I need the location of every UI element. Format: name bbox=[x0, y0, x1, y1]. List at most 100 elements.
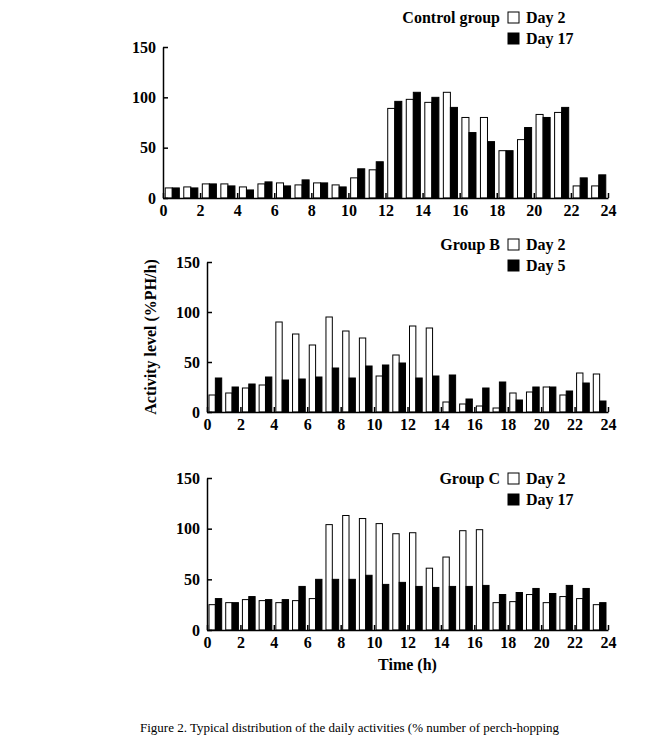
tick-mark bbox=[207, 528, 212, 530]
bar bbox=[309, 599, 315, 630]
tick: 2 bbox=[197, 193, 205, 219]
legend-swatch bbox=[508, 473, 519, 484]
bar bbox=[349, 378, 355, 412]
tick: 100 bbox=[176, 304, 212, 321]
bar bbox=[232, 387, 238, 412]
tick: 8 bbox=[308, 193, 316, 219]
tick-label: 24 bbox=[601, 416, 617, 433]
bar bbox=[443, 92, 450, 198]
tick-label: 6 bbox=[304, 416, 312, 433]
bar bbox=[425, 102, 432, 198]
tick-mark bbox=[274, 407, 276, 412]
tick-label: 100 bbox=[176, 520, 200, 537]
tick: 6 bbox=[271, 193, 279, 219]
bar bbox=[426, 328, 432, 412]
tick: 0 bbox=[160, 193, 168, 219]
tick: 16 bbox=[467, 625, 483, 651]
y-axis: 050100150 bbox=[176, 470, 212, 639]
tick-label: 0 bbox=[148, 190, 156, 207]
bar bbox=[349, 579, 355, 630]
bar bbox=[516, 593, 522, 630]
tick: 22 bbox=[567, 625, 583, 651]
tick: 50 bbox=[140, 139, 168, 156]
tick-mark bbox=[237, 193, 239, 198]
bar bbox=[358, 169, 365, 198]
tick: 14 bbox=[433, 407, 449, 433]
tick: 24 bbox=[601, 625, 617, 651]
panel-title: Group B bbox=[440, 236, 500, 254]
bar bbox=[265, 600, 271, 630]
bar bbox=[242, 388, 248, 412]
bar bbox=[493, 408, 499, 412]
bar bbox=[284, 186, 291, 198]
bar bbox=[510, 602, 516, 630]
panel: 050100150024681012141618202224Day 2Day 5… bbox=[176, 236, 617, 433]
bar bbox=[258, 184, 265, 198]
bar bbox=[573, 186, 580, 198]
tick-mark bbox=[459, 193, 461, 198]
legend-swatch bbox=[508, 494, 519, 505]
tick-label: 16 bbox=[452, 202, 468, 219]
bar bbox=[326, 317, 332, 412]
tick: 22 bbox=[567, 407, 583, 433]
bar bbox=[376, 162, 383, 198]
bar bbox=[302, 180, 309, 198]
bar bbox=[460, 531, 466, 630]
tick-label: 14 bbox=[415, 202, 431, 219]
bar bbox=[469, 133, 476, 198]
bar bbox=[232, 603, 238, 630]
tick-label: 12 bbox=[400, 416, 416, 433]
axis-line bbox=[163, 48, 165, 199]
tick-label: 4 bbox=[234, 202, 242, 219]
bar bbox=[518, 140, 525, 198]
tick: 10 bbox=[367, 407, 383, 433]
bar bbox=[413, 92, 420, 198]
tick-mark bbox=[200, 193, 202, 198]
tick-label: 150 bbox=[176, 470, 200, 487]
tick: 6 bbox=[304, 407, 312, 433]
bars bbox=[209, 317, 606, 412]
bar bbox=[259, 601, 265, 630]
bar bbox=[316, 579, 322, 630]
tick-label: 150 bbox=[176, 254, 200, 271]
chart-svg: 050100150024681012141618202224Day 2Day 1… bbox=[0, 0, 660, 741]
tick: 50 bbox=[184, 571, 212, 588]
tick-label: 22 bbox=[563, 202, 579, 219]
bar bbox=[450, 107, 457, 198]
legend: Day 2Day 17Control group bbox=[402, 9, 573, 48]
tick-label: 8 bbox=[308, 202, 316, 219]
bar bbox=[562, 107, 569, 198]
tick-mark bbox=[207, 407, 209, 412]
tick-mark bbox=[274, 625, 276, 630]
tick: 24 bbox=[601, 407, 617, 433]
bar bbox=[462, 117, 469, 198]
caption: Figure 2. Typical distribution of the da… bbox=[140, 720, 560, 735]
bar bbox=[395, 101, 402, 198]
tick: 20 bbox=[534, 407, 550, 433]
bar bbox=[593, 374, 599, 412]
tick-mark bbox=[574, 625, 576, 630]
bar bbox=[172, 188, 179, 198]
bar bbox=[376, 376, 382, 412]
legend-label: Day 2 bbox=[526, 470, 566, 488]
tick: 10 bbox=[341, 193, 357, 219]
bar bbox=[499, 382, 505, 412]
tick-mark bbox=[441, 625, 443, 630]
bar bbox=[533, 387, 539, 412]
bar bbox=[265, 182, 272, 198]
x-axis: 024681012141618202224 bbox=[160, 193, 617, 219]
tick-mark bbox=[207, 362, 212, 364]
bar bbox=[592, 186, 599, 198]
tick-label: 20 bbox=[534, 416, 550, 433]
tick-label: 14 bbox=[433, 416, 449, 433]
legend: Day 2Day 17Group C bbox=[439, 470, 573, 509]
bar bbox=[493, 603, 499, 630]
bar bbox=[476, 406, 482, 412]
tick: 150 bbox=[132, 39, 168, 56]
tick: 100 bbox=[176, 520, 212, 537]
tick-label: 20 bbox=[534, 634, 550, 651]
bar bbox=[577, 373, 583, 412]
x-axis: 024681012141618202224 bbox=[204, 625, 617, 651]
tick: 18 bbox=[489, 193, 505, 219]
tick-mark bbox=[240, 407, 242, 412]
